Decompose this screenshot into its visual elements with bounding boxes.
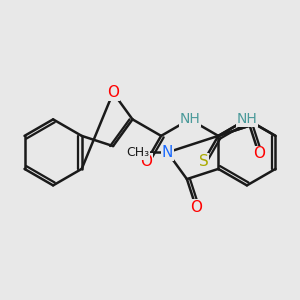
Text: NH: NH [236, 112, 257, 126]
Text: N: N [162, 145, 173, 160]
Text: S: S [199, 154, 208, 169]
Text: O: O [253, 146, 265, 161]
Text: CH₃: CH₃ [126, 146, 149, 159]
Text: O: O [190, 200, 202, 215]
Text: NH: NH [179, 112, 200, 126]
Text: O: O [107, 85, 119, 100]
Text: O: O [140, 154, 152, 169]
